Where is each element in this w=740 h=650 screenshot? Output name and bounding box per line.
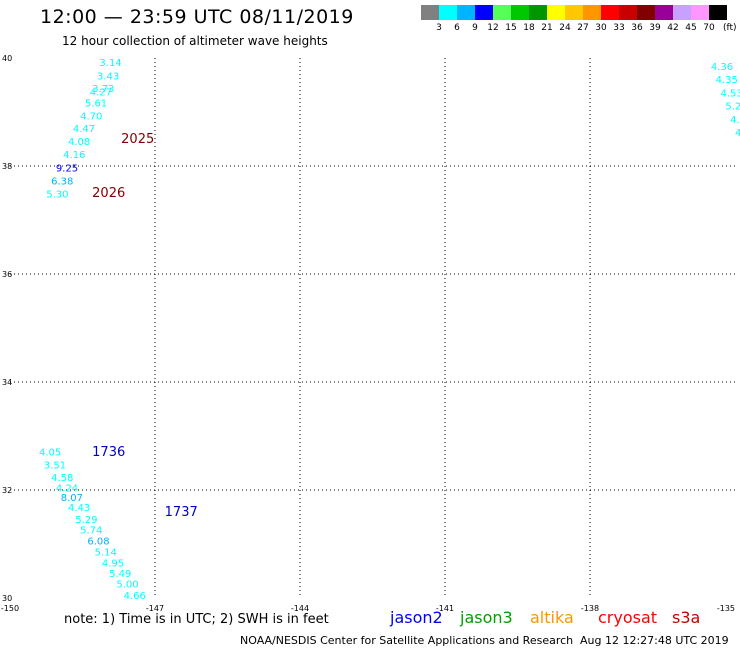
legend-swatch xyxy=(421,5,439,20)
track-time-label: 1736 xyxy=(92,445,125,460)
lon-tick-label: -150 xyxy=(1,604,19,613)
wave-height-value: 4.58 xyxy=(51,473,73,484)
track-time-label: 2025 xyxy=(121,132,154,147)
wave-height-value: 4.53 xyxy=(721,88,740,99)
wave-height-value: 8.07 xyxy=(61,493,83,504)
wave-height-value: 4.27 xyxy=(90,87,112,98)
legend-swatch xyxy=(493,5,511,20)
wave-height-value: 6.08 xyxy=(87,537,109,548)
wave-height-value: 4.35 xyxy=(716,75,738,86)
wave-height-value: 4.43 xyxy=(68,503,90,514)
wave-height-value: 5.61 xyxy=(85,99,107,110)
wave-height-value: 4.24 xyxy=(56,484,78,495)
legend-label: 36 xyxy=(631,23,643,33)
wave-height-value: 5.25 xyxy=(725,101,740,112)
wave-height-value: 6.38 xyxy=(51,176,73,187)
wave-height-value: 4.36 xyxy=(735,128,740,139)
lat-tick-label: 40 xyxy=(2,54,12,63)
legend-swatch xyxy=(691,5,709,20)
wave-height-value: 4.16 xyxy=(63,150,85,161)
satellite-name: altika xyxy=(530,608,574,627)
legend-label: 12 xyxy=(487,23,499,33)
lon-tick-label: -135 xyxy=(717,604,735,613)
wave-height-value: 5.74 xyxy=(80,526,102,537)
legend-label: 15 xyxy=(505,23,517,33)
lon-tick-label: -138 xyxy=(581,604,599,613)
track-time-label: 2026 xyxy=(92,186,125,201)
wave-height-value: 3.51 xyxy=(44,460,66,471)
track-time-label: 1737 xyxy=(165,505,198,520)
legend-label: 24 xyxy=(559,23,571,33)
wave-height-value: 4.36 xyxy=(711,62,733,73)
wave-height-value: 4.47 xyxy=(73,124,95,135)
legend-label: 42 xyxy=(667,23,679,33)
wave-height-value: 3.73 xyxy=(92,84,114,95)
wave-height-value: 5.00 xyxy=(116,580,138,591)
legend-swatch xyxy=(709,5,727,20)
legend-swatch xyxy=(529,5,547,20)
legend-label: 45 xyxy=(685,23,697,33)
satellite-name: cryosat xyxy=(598,608,658,627)
legend-label: 70 xyxy=(703,23,715,33)
legend-swatch xyxy=(457,5,475,20)
lon-tick-label: -147 xyxy=(146,604,164,613)
lat-tick-label: 36 xyxy=(2,270,12,279)
legend-swatch xyxy=(565,5,583,20)
satellite-name: jason2 xyxy=(390,608,443,627)
satellite-name: s3a xyxy=(672,608,701,627)
wave-height-value: 4.70 xyxy=(80,112,102,123)
legend-swatch xyxy=(619,5,637,20)
lon-tick-label: -144 xyxy=(291,604,309,613)
wave-height-value: 4.66 xyxy=(124,591,146,602)
lat-tick-label: 34 xyxy=(2,378,12,387)
page-subtitle: 12 hour collection of altimeter wave hei… xyxy=(62,34,328,48)
wave-height-value: 9.25 xyxy=(56,163,78,174)
legend-label: 18 xyxy=(523,23,535,33)
legend-swatch xyxy=(601,5,619,20)
legend-swatch xyxy=(475,5,493,20)
legend-label: 30 xyxy=(595,23,607,33)
legend-swatch xyxy=(655,5,673,20)
wave-height-value: 5.14 xyxy=(95,547,117,558)
lat-tick-label: 30 xyxy=(2,594,12,603)
lat-tick-label: 32 xyxy=(2,486,12,495)
footer-note: note: 1) Time is in UTC; 2) SWH is in fe… xyxy=(64,612,329,627)
generated-timestamp: Aug 12 12:27:48 UTC 2019 xyxy=(580,634,729,647)
legend-unit: (ft) xyxy=(723,23,737,33)
legend-label: 3 xyxy=(436,23,442,33)
legend-swatch xyxy=(547,5,565,20)
legend-swatch xyxy=(583,5,601,20)
legend-label: 6 xyxy=(454,23,460,33)
wave-height-value: 4.95 xyxy=(102,559,124,570)
lat-tick-label: 38 xyxy=(2,162,12,171)
legend-swatch xyxy=(637,5,655,20)
legend-label: 39 xyxy=(649,23,661,33)
wave-height-value: 5.30 xyxy=(46,189,68,200)
legend-label: 21 xyxy=(541,23,553,33)
wave-height-value: 4.05 xyxy=(39,447,61,458)
lon-tick-label: -141 xyxy=(436,604,454,613)
page-title: 12:00 — 23:59 UTC 08/11/2019 xyxy=(40,6,354,28)
legend-label: 33 xyxy=(613,23,625,33)
wave-height-value: 4.08 xyxy=(68,137,90,148)
wave-height-value: 5.29 xyxy=(75,515,97,526)
legend-swatch xyxy=(439,5,457,20)
legend-label: 9 xyxy=(472,23,478,33)
credit-line: NOAA/NESDIS Center for Satellite Applica… xyxy=(240,634,574,647)
wave-height-value: 5.49 xyxy=(109,569,131,580)
wave-height-value: 3.43 xyxy=(97,72,119,83)
legend-label: 27 xyxy=(577,23,589,33)
legend-swatch xyxy=(673,5,691,20)
satellite-name: jason3 xyxy=(460,608,513,627)
wave-height-value: 3.14 xyxy=(99,58,121,69)
legend-swatch xyxy=(511,5,529,20)
wave-height-value: 4.67 xyxy=(730,115,740,126)
